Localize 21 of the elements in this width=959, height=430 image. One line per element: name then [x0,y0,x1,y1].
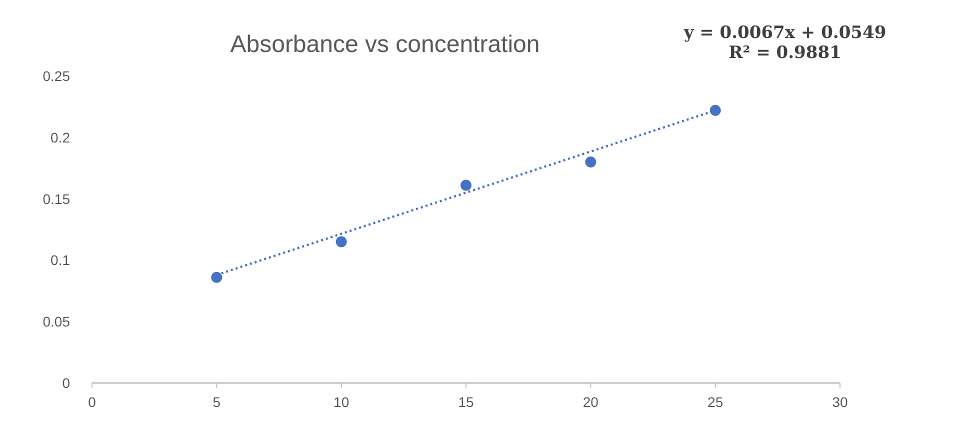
y-tick-label: 0.2 [50,129,70,146]
y-tick-label: 0.25 [42,68,70,84]
text: R² = 0.9881 [728,43,842,63]
x-tick-label: 15 [458,394,474,410]
point [585,156,596,168]
x-tick-label: 25 [708,394,724,410]
x-tick-label: 20 [582,394,599,410]
y-tick-label: 0.15 [42,190,70,207]
point [460,180,472,191]
chart-title: Absorbance vs concentration [230,31,540,58]
text: y = 0.0067x + 0.0549 [682,23,886,43]
y-tick-label: 0.1 [50,252,70,268]
x-tick-label: 10 [334,394,350,410]
y-tick-label: 0 [62,375,70,391]
y-tick-label: 0.05 [42,314,70,330]
x-tick-label: 0 [88,394,96,410]
x-tick-label: 30 [832,394,848,410]
point [336,236,347,248]
x-tick-label: 5 [212,394,221,410]
point [211,272,222,283]
point [710,104,721,116]
